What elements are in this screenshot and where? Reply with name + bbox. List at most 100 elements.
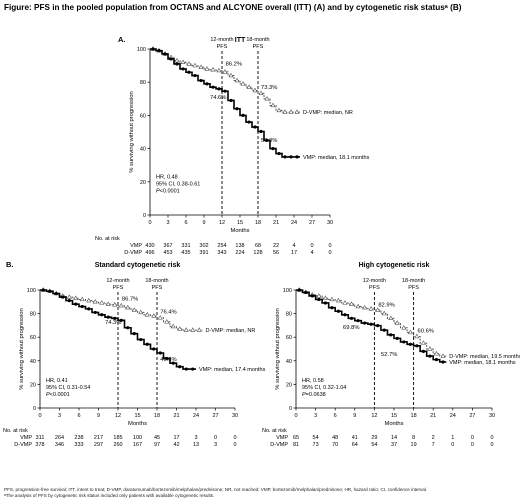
- censor-mark-triangle: [210, 66, 216, 72]
- at-risk-value: 435: [181, 250, 190, 256]
- at-risk-value: 42: [173, 442, 179, 448]
- at-risk-value: 19: [411, 442, 417, 448]
- at-risk-value: 4: [292, 243, 295, 249]
- censor-mark-circle: [145, 342, 149, 346]
- at-risk-value: 73: [313, 442, 319, 448]
- censor-mark-circle: [132, 332, 136, 336]
- censor-mark-circle: [169, 57, 173, 61]
- landmark-label: PFS: [113, 285, 124, 291]
- pfs-percent-label: 86.7%: [122, 297, 138, 303]
- censor-mark-circle: [434, 358, 439, 362]
- censor-mark-triangle: [394, 320, 400, 325]
- y-tick-label: 0: [143, 213, 146, 219]
- landmark-label: 12-month: [210, 37, 233, 43]
- censor-mark-triangle: [79, 296, 85, 302]
- censor-mark-circle: [304, 290, 308, 294]
- censor-mark-circle: [184, 367, 188, 371]
- censor-mark-circle: [152, 347, 156, 351]
- censor-mark-triangle: [264, 95, 270, 101]
- censor-mark-circle: [235, 107, 239, 111]
- censor-mark-circle: [100, 313, 104, 317]
- censor-mark-circle: [323, 301, 327, 305]
- censor-mark-circle: [317, 297, 321, 302]
- censor-mark-circle: [41, 288, 45, 292]
- x-tick-label: 15: [391, 413, 397, 419]
- at-risk-value: 185: [113, 435, 122, 441]
- censor-mark-triangle: [407, 329, 413, 335]
- censor-mark-circle: [253, 125, 257, 129]
- series-label-d-vmp: D-VMP: median, NR: [303, 110, 353, 116]
- at-risk-value: 260: [113, 442, 122, 448]
- censor-mark-triangle: [246, 84, 252, 89]
- censor-mark-triangle: [164, 319, 170, 324]
- censor-mark-circle: [106, 315, 110, 319]
- at-risk-value: 0: [328, 243, 331, 249]
- censor-mark-circle: [191, 367, 195, 371]
- censor-mark-circle: [283, 155, 287, 159]
- censor-mark-triangle: [427, 346, 433, 351]
- x-tick-label: 9: [202, 220, 205, 226]
- censor-mark-circle: [408, 342, 412, 346]
- at-risk-value: 333: [74, 442, 83, 448]
- censor-mark-circle: [343, 313, 347, 317]
- at-risk-value: 100: [133, 435, 142, 441]
- km-curve-d-vmp: [150, 48, 300, 113]
- censor-mark-circle: [247, 120, 251, 124]
- panel-title: High cytogenetic risk: [359, 262, 430, 269]
- at-risk-value: 64: [352, 442, 358, 448]
- censor-mark-triangle: [125, 304, 131, 310]
- censor-mark-triangle: [433, 350, 439, 356]
- x-tick-label: 18: [154, 413, 160, 419]
- censor-mark-circle: [193, 73, 197, 78]
- censor-mark-triangle: [99, 300, 105, 305]
- censor-mark-triangle: [228, 72, 234, 78]
- y-tick-label: 80: [286, 312, 292, 318]
- p-value-text: P<0.0001: [156, 188, 180, 194]
- censor-mark-circle: [199, 78, 203, 83]
- at-risk-value: 378: [35, 442, 44, 448]
- x-tick-label: 30: [232, 413, 238, 419]
- at-risk-value: 14: [391, 435, 397, 441]
- pfs-percent-label: 73.3%: [261, 85, 277, 91]
- at-risk-value: 54: [371, 442, 377, 448]
- at-risk-row-name: D-VMP: [14, 442, 32, 448]
- landmark-label: PFS: [253, 44, 264, 50]
- pfs-percent-label: 82.9%: [378, 303, 394, 309]
- at-risk-value: 430: [145, 243, 154, 249]
- at-risk-value: 346: [55, 442, 64, 448]
- at-risk-value: 7: [432, 442, 435, 448]
- x-tick-label: 3: [58, 413, 61, 419]
- censor-mark-circle: [363, 321, 367, 325]
- y-tick-label: 0: [33, 406, 36, 412]
- censor-mark-triangle: [276, 107, 282, 113]
- censor-mark-circle: [356, 319, 360, 323]
- ci-text: 95% CI, 0.38-0.61: [156, 181, 200, 187]
- y-axis-label: % surviving without progression: [129, 91, 135, 173]
- landmark-label: PFS: [408, 285, 419, 291]
- pfs-percent-label: 50.3%: [261, 138, 277, 144]
- censor-mark-circle: [376, 324, 380, 328]
- censor-mark-circle: [277, 151, 281, 156]
- at-risk-value: 138: [235, 243, 244, 249]
- censor-mark-circle: [428, 354, 432, 358]
- at-risk-row-name: VMP: [130, 243, 142, 249]
- series-label-vmp: VMP: median, 18.1 months: [303, 155, 370, 161]
- censor-mark-circle: [336, 309, 341, 313]
- at-risk-value: 0: [471, 435, 474, 441]
- censor-mark-circle: [54, 291, 58, 296]
- at-risk-row-name: D-VMP: [124, 250, 142, 256]
- x-tick-label: 21: [273, 220, 279, 226]
- at-risk-value: 302: [199, 243, 208, 249]
- x-tick-label: 12: [115, 413, 121, 419]
- at-risk-value: 264: [55, 435, 64, 441]
- censor-mark-circle: [295, 155, 299, 159]
- series-label-vmp: VMP: median, 18.1 months: [449, 360, 516, 366]
- at-risk-value: 331: [181, 243, 190, 249]
- pfs-percent-label: 76.4%: [160, 310, 176, 316]
- y-tick-label: 40: [30, 359, 36, 365]
- at-risk-value: 48: [332, 435, 338, 441]
- landmark-label: PFS: [217, 44, 228, 50]
- panel-title: Standard cytogenetic risk: [95, 262, 181, 269]
- at-risk-label: No. at risk: [262, 428, 287, 434]
- at-risk-value: 68: [255, 243, 261, 249]
